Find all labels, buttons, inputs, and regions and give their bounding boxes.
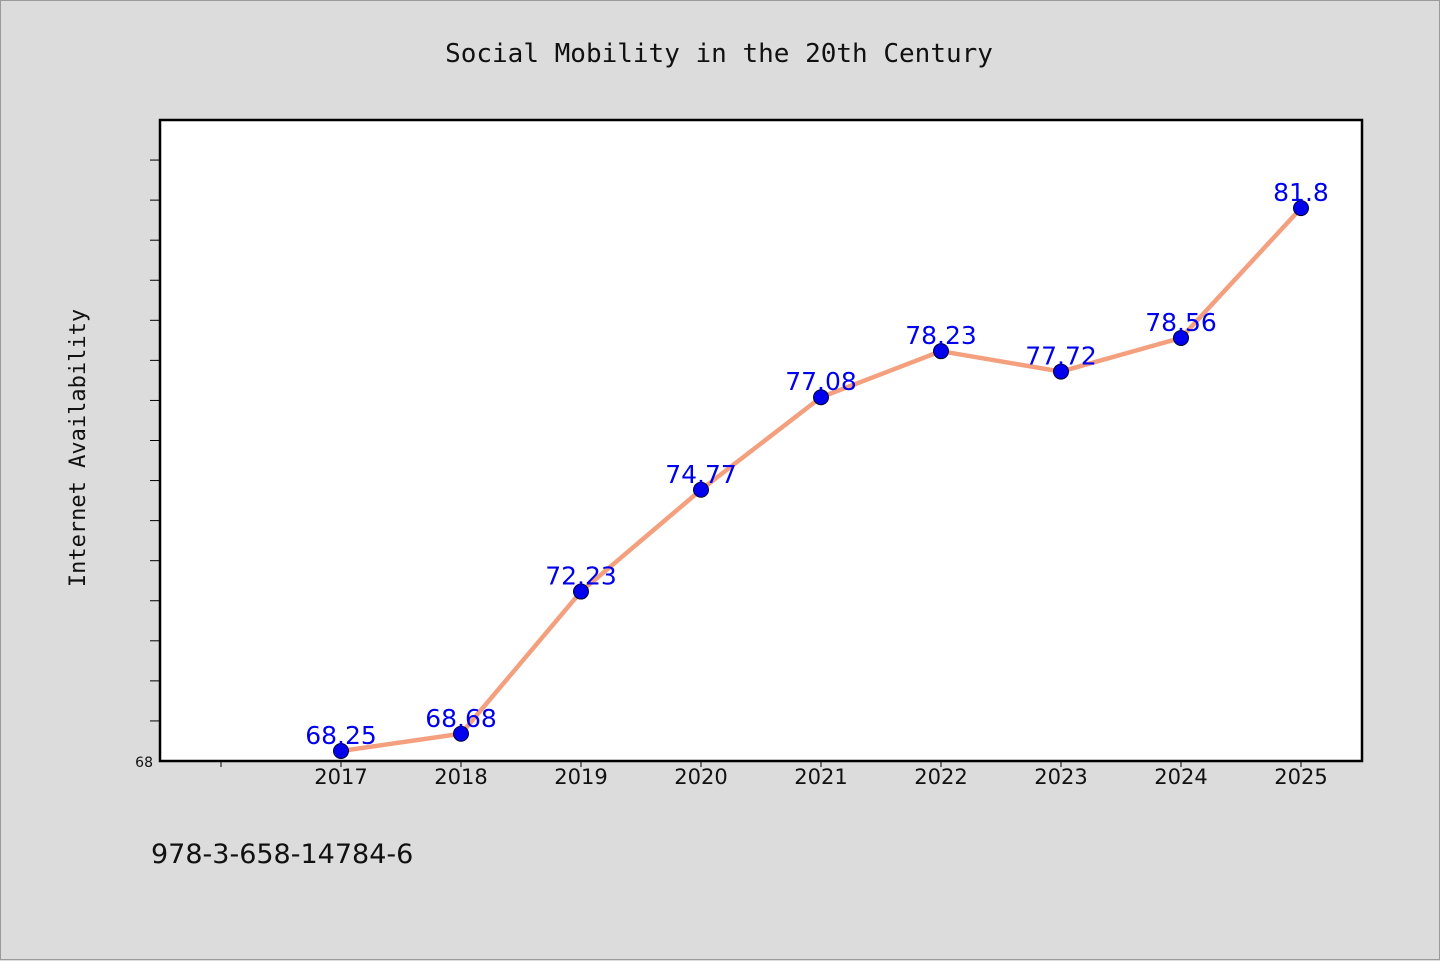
x-tick-label: 2021 <box>794 765 847 789</box>
x-tick-label: 2025 <box>1274 765 1327 789</box>
x-tick-label: 2019 <box>554 765 607 789</box>
data-point <box>1293 200 1309 217</box>
data-point <box>333 742 349 759</box>
data-point <box>573 583 589 600</box>
x-tick-label: 2023 <box>1034 765 1087 789</box>
data-label: 78.56 <box>1145 308 1217 337</box>
data-label: 68.68 <box>425 704 497 733</box>
data-point <box>933 343 949 360</box>
data-label: 74.77 <box>665 460 737 489</box>
isbn-text: 978-3-658-14784-6 <box>151 839 413 870</box>
data-label: 72.23 <box>545 562 617 591</box>
x-tick-label: 2020 <box>674 765 727 789</box>
data-label: 81.8 <box>1273 178 1329 207</box>
data-point <box>1053 363 1069 380</box>
data-labels: 68.25 68.68 72.23 74.77 77.08 78.23 77.72 78.56… <box>305 178 1329 750</box>
x-tick-label: 2022 <box>914 765 967 789</box>
data-point <box>453 725 469 742</box>
data-point <box>1173 329 1189 346</box>
data-label: 78.23 <box>905 321 977 350</box>
x-tick-label: 2017 <box>314 765 367 789</box>
data-label: 68.25 <box>305 721 377 750</box>
data-label: 77.72 <box>1025 342 1097 371</box>
x-axis-ticks: 2017 2018 2019 2020 2021 2022 2023 2024 2025 <box>220 761 1328 789</box>
chart-title: Social Mobility in the 20th Century <box>445 39 993 69</box>
data-point <box>693 481 709 498</box>
data-label: 77.08 <box>785 367 857 396</box>
x-tick-label: 2024 <box>1154 765 1207 789</box>
data-markers <box>333 200 1309 759</box>
plot-area <box>158 118 1364 763</box>
data-point <box>813 389 829 406</box>
y-axis-ticks: 68 <box>135 159 160 771</box>
x-tick-label: 2018 <box>434 765 487 789</box>
y-axis-label: Internet Availability <box>66 309 91 587</box>
y-tick-label: 68 <box>135 755 153 771</box>
